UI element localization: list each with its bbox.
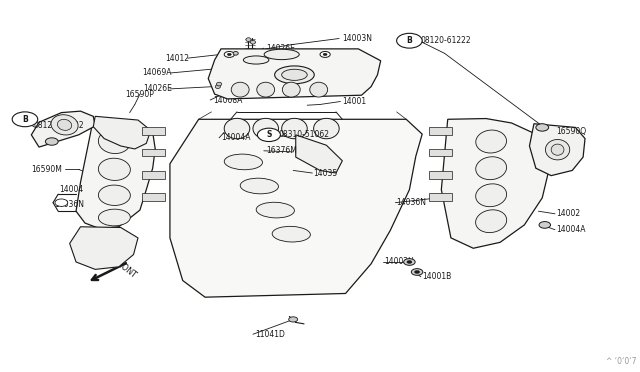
Circle shape: [415, 270, 420, 273]
Circle shape: [536, 124, 548, 131]
Text: 14004A: 14004A: [556, 225, 586, 234]
Text: B: B: [22, 115, 28, 124]
Text: FRONT: FRONT: [111, 256, 138, 280]
Text: 14012: 14012: [165, 54, 189, 62]
Bar: [143, 193, 166, 201]
Polygon shape: [93, 116, 151, 149]
Ellipse shape: [216, 82, 221, 86]
Text: 16376M: 16376M: [266, 146, 296, 155]
Ellipse shape: [250, 40, 255, 44]
Text: 14036N: 14036N: [54, 200, 84, 209]
Bar: [143, 171, 166, 179]
Circle shape: [323, 53, 327, 55]
Text: 11041D: 11041D: [255, 330, 285, 339]
Ellipse shape: [275, 66, 314, 84]
Circle shape: [539, 222, 550, 228]
Ellipse shape: [476, 210, 507, 232]
Text: 14004A: 14004A: [221, 133, 250, 142]
Bar: [429, 128, 452, 135]
Circle shape: [12, 112, 38, 127]
Ellipse shape: [256, 202, 294, 218]
Ellipse shape: [282, 118, 307, 139]
Ellipse shape: [58, 119, 72, 130]
Text: S: S: [266, 130, 271, 140]
Text: 14026E: 14026E: [143, 84, 172, 93]
Text: 16590M: 16590M: [31, 165, 62, 174]
Ellipse shape: [99, 185, 131, 205]
Ellipse shape: [551, 144, 564, 155]
Bar: [429, 171, 452, 179]
Circle shape: [227, 53, 231, 55]
Ellipse shape: [231, 82, 249, 97]
Ellipse shape: [224, 154, 262, 170]
Ellipse shape: [314, 118, 339, 139]
Circle shape: [289, 317, 298, 322]
Ellipse shape: [224, 118, 250, 139]
Ellipse shape: [257, 82, 275, 97]
Text: B: B: [406, 36, 412, 45]
Ellipse shape: [233, 51, 238, 55]
Ellipse shape: [99, 209, 131, 226]
Ellipse shape: [99, 158, 131, 180]
Ellipse shape: [310, 82, 328, 97]
Ellipse shape: [243, 56, 269, 64]
Text: 08310-51062: 08310-51062: [278, 130, 330, 140]
Text: ^ ‘0‘0‘7: ^ ‘0‘0‘7: [605, 357, 636, 366]
Circle shape: [407, 260, 412, 263]
Ellipse shape: [476, 184, 507, 207]
Circle shape: [397, 33, 422, 48]
Circle shape: [257, 128, 280, 141]
Ellipse shape: [99, 129, 131, 154]
Circle shape: [55, 199, 68, 206]
Polygon shape: [170, 119, 422, 297]
Ellipse shape: [253, 118, 278, 139]
Ellipse shape: [282, 69, 307, 80]
Polygon shape: [31, 111, 95, 147]
Text: 14036N: 14036N: [397, 198, 427, 207]
Bar: [429, 193, 452, 201]
Ellipse shape: [246, 38, 251, 41]
Text: 08120-61222: 08120-61222: [34, 122, 84, 131]
Ellipse shape: [545, 140, 570, 160]
Polygon shape: [70, 227, 138, 269]
Ellipse shape: [476, 157, 507, 180]
Text: 14069A: 14069A: [142, 68, 172, 77]
Text: 08120-61222: 08120-61222: [421, 36, 472, 45]
Ellipse shape: [476, 130, 506, 153]
Text: 14002H: 14002H: [384, 257, 413, 266]
Text: 14004: 14004: [60, 185, 84, 194]
Circle shape: [412, 269, 423, 275]
Ellipse shape: [272, 227, 310, 242]
Bar: [429, 149, 452, 156]
Polygon shape: [442, 119, 548, 248]
Circle shape: [45, 138, 58, 145]
Ellipse shape: [51, 115, 78, 135]
Text: 16590P: 16590P: [125, 90, 154, 99]
Text: 14008A: 14008A: [212, 96, 242, 105]
Ellipse shape: [282, 82, 300, 97]
Text: 14001B: 14001B: [422, 272, 451, 281]
Text: 16590Q: 16590Q: [556, 126, 586, 136]
Text: 14026E: 14026E: [266, 44, 294, 52]
Polygon shape: [296, 135, 342, 173]
Polygon shape: [208, 49, 381, 99]
Text: 14001: 14001: [342, 97, 367, 106]
Text: 14003N: 14003N: [342, 34, 372, 43]
Circle shape: [404, 259, 415, 265]
Text: 14035: 14035: [314, 169, 338, 177]
Bar: [143, 149, 166, 156]
Text: 14002: 14002: [556, 209, 580, 218]
Ellipse shape: [240, 178, 278, 194]
Polygon shape: [76, 119, 156, 229]
Polygon shape: [529, 124, 585, 176]
Ellipse shape: [215, 85, 220, 89]
Ellipse shape: [264, 49, 300, 60]
Circle shape: [320, 51, 330, 57]
Circle shape: [224, 51, 234, 57]
Bar: [143, 128, 166, 135]
